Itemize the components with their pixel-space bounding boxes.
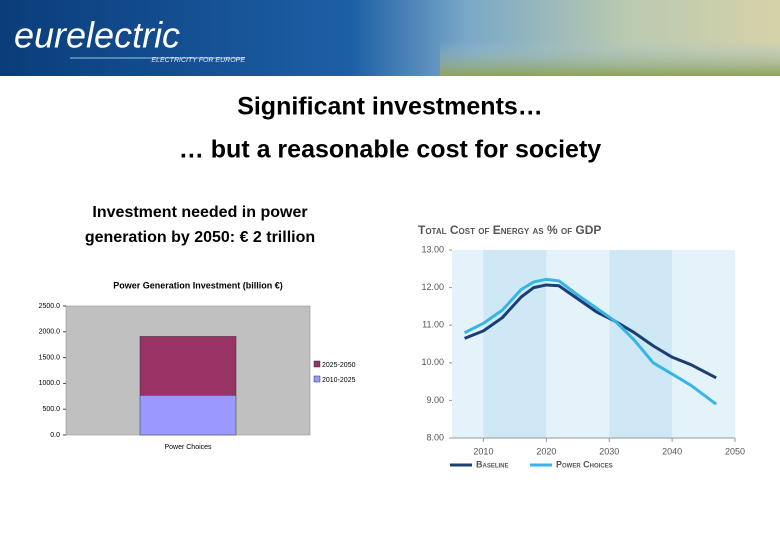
y-tick-label: 500.0: [42, 406, 60, 413]
caption: generation by 2050: € 2 trillion: [85, 229, 315, 246]
legend-label: 2010-2025: [322, 377, 356, 384]
chart-title: Total Cost of Energy as % of GDP: [418, 223, 601, 237]
y-tick-label: 11.00: [422, 320, 444, 330]
y-tick-label: 12.00: [421, 282, 444, 292]
y-tick-label: 10.00: [421, 357, 444, 367]
y-tick-label: 8.00: [426, 432, 444, 442]
x-tick-label: 2020: [536, 446, 556, 456]
logo: eurelectric: [14, 15, 180, 56]
band: [672, 250, 735, 438]
header-photo: [440, 40, 780, 76]
y-tick-label: 13.00: [421, 244, 444, 254]
slide-title: … but a reasonable cost for society: [179, 136, 601, 164]
legend-label: 2025-2050: [322, 362, 356, 369]
y-tick-label: 1500.0: [39, 354, 61, 361]
caption: Investment needed in power: [92, 204, 307, 221]
x-tick-label: 2010: [473, 446, 493, 456]
tagline: ELECTRICITY FOR EUROPE: [151, 57, 245, 64]
x-tick-label: 2050: [725, 446, 745, 456]
x-tick-label: Power Choices: [164, 444, 212, 451]
band: [452, 250, 484, 438]
y-tick-label: 1000.0: [39, 380, 61, 387]
slide-title: Significant investments…: [237, 93, 543, 121]
x-tick-label: 2030: [599, 446, 619, 456]
bar-segment: [139, 336, 237, 396]
bar-segment: [139, 395, 237, 436]
line-series: [464, 283, 717, 380]
y-tick-label: 2500.0: [39, 303, 61, 310]
y-tick-label: 2000.0: [39, 329, 61, 336]
legend-swatch: [313, 375, 321, 383]
band: [546, 250, 610, 438]
y-tick-label: 0.0: [50, 432, 60, 439]
line-series: [463, 277, 718, 406]
legend-label: Baseline: [476, 459, 509, 469]
x-tick-label: 2040: [662, 446, 682, 456]
chart-title: Power Generation Investment (billion €): [113, 280, 283, 290]
legend-label: Power Choices: [556, 459, 613, 469]
legend-swatch: [313, 360, 321, 368]
y-tick-label: 9.00: [426, 395, 444, 405]
